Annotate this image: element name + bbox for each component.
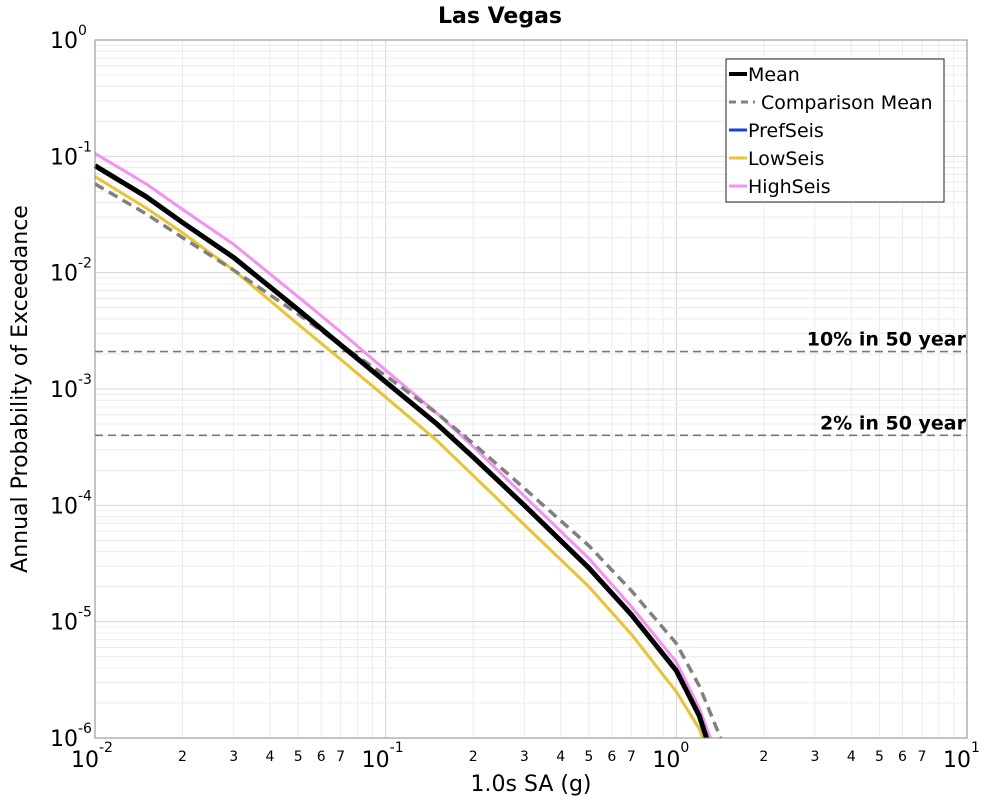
y-tick-label: 10 — [50, 727, 78, 752]
x-minor-tick-label: 5 — [875, 749, 884, 765]
x-axis-label: 1.0s SA (g) — [471, 772, 592, 797]
y-tick-label: 10 — [50, 494, 78, 519]
x-minor-tick-label: 6 — [607, 749, 616, 765]
reference-line-label: 2% in 50 year — [820, 412, 967, 434]
legend-label-highseis: HighSeis — [748, 176, 831, 198]
x-tick-exponent: 0 — [680, 740, 689, 756]
x-minor-tick-label: 7 — [336, 749, 345, 765]
x-minor-tick-label: 6 — [898, 749, 907, 765]
series-line-highseis — [94, 152, 712, 739]
legend-label-lowseis: LowSeis — [748, 148, 824, 170]
y-tick-label: 10 — [50, 29, 78, 54]
y-tick-exponent: -4 — [78, 488, 92, 504]
y-tick-label: 10 — [50, 145, 78, 170]
x-tick-label: 10 — [943, 748, 971, 773]
x-minor-tick-label: 2 — [469, 749, 478, 765]
x-tick-label: 10 — [71, 748, 99, 773]
series-line-mean — [93, 163, 709, 739]
x-minor-tick-label: 6 — [317, 749, 326, 765]
x-minor-tick-label: 7 — [918, 749, 927, 765]
x-minor-tick-label: 5 — [584, 749, 593, 765]
x-minor-tick-label: 2 — [759, 749, 768, 765]
y-tick-exponent: -6 — [78, 721, 92, 737]
x-minor-tick-label: 5 — [294, 749, 303, 765]
x-axis-ticks: 10 -2 10 -1 10 0 10 12 3 4 5 6 7 2 3 4 5 6 7 2 3 4 5 6 7 — [71, 740, 980, 773]
x-minor-tick-label: 3 — [229, 749, 238, 765]
legend-label-mean: Mean — [748, 64, 800, 86]
grid — [94, 40, 967, 739]
y-tick-exponent: 0 — [78, 23, 87, 39]
x-minor-tick-label: 3 — [520, 749, 529, 765]
y-tick-exponent: -2 — [78, 256, 92, 272]
series-line-lowseis — [94, 175, 704, 739]
legend-box — [725, 58, 945, 203]
series-line-comparison-mean — [94, 182, 723, 739]
x-tick-label: 10 — [362, 748, 390, 773]
legend: Mean Comparison Mean PrefSeis LowSeis HighSe… — [725, 58, 945, 203]
legend-label-comparison-mean: Comparison Mean — [761, 92, 933, 114]
y-tick-exponent: -5 — [78, 605, 92, 621]
y-tick-exponent: -1 — [78, 139, 92, 155]
x-minor-tick-label: 4 — [556, 749, 565, 765]
reference-lines: 10% in 50 year 2% in 50 year — [95, 329, 967, 437]
y-tick-label: 10 — [50, 378, 78, 403]
x-minor-tick-label: 3 — [811, 749, 820, 765]
reference-line-label: 10% in 50 year — [807, 329, 967, 351]
x-minor-tick-label: 2 — [178, 749, 187, 765]
y-tick-label: 10 — [50, 611, 78, 636]
x-tick-exponent: 1 — [971, 740, 980, 756]
series-lines — [93, 152, 723, 739]
y-axis-label: Annual Probability of Exceedance — [8, 205, 33, 573]
y-tick-label: 10 — [50, 262, 78, 287]
x-tick-exponent: -1 — [390, 740, 404, 756]
plot-frame — [94, 39, 968, 739]
x-minor-tick-label: 4 — [266, 749, 275, 765]
y-tick-exponent: -3 — [78, 372, 92, 388]
x-minor-tick-label: 4 — [847, 749, 856, 765]
legend-label-prefseis: PrefSeis — [748, 120, 824, 142]
chart-title: Las Vegas — [438, 4, 562, 29]
x-tick-label: 10 — [652, 748, 680, 773]
x-minor-tick-label: 7 — [627, 749, 636, 765]
x-tick-exponent: -2 — [99, 740, 113, 756]
